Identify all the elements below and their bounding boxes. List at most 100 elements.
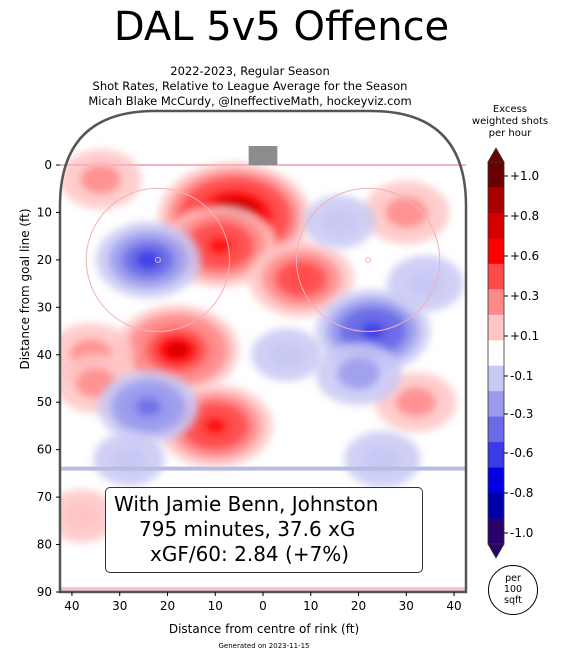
colorbar-swatch <box>488 391 504 418</box>
y-tick-label: 30 <box>37 300 52 314</box>
faceoff-circle-right <box>295 187 441 333</box>
x-tick-label: 10 <box>303 599 318 613</box>
subtitle-credit: Micah Blake McCurdy, @IneffectiveMath, h… <box>88 94 412 108</box>
unit-badge: per 100 sqft <box>488 565 538 615</box>
y-tick-label: 60 <box>37 443 52 457</box>
unit-line: per <box>505 573 521 584</box>
x-tick-label: 40 <box>64 599 79 613</box>
hotspot <box>363 180 450 244</box>
hotspot <box>303 195 376 249</box>
y-tick-label: 0 <box>44 158 52 172</box>
hotspot-contour <box>288 269 315 289</box>
colorbar-swatch <box>488 442 504 469</box>
colorbar-tick-label: -0.1 <box>510 369 533 383</box>
hotspot-contour <box>63 502 100 530</box>
info-line-xgf: xGF/60: 2.84 (+7%) <box>150 542 350 566</box>
x-tick-label: 0 <box>259 599 267 613</box>
hotspot <box>95 221 201 299</box>
colorbar-swatch <box>488 518 504 545</box>
hotspot <box>60 149 142 210</box>
hotspot-contour <box>268 341 305 369</box>
hotspot <box>248 240 354 318</box>
colorbar-title-line: Excess <box>492 104 528 115</box>
heatmap-area <box>60 149 464 543</box>
y-tick-label: 70 <box>37 490 52 504</box>
hotspot <box>98 370 199 444</box>
colorbar-swatch <box>488 416 504 443</box>
y-tick-label: 90 <box>37 585 52 599</box>
goal-net <box>248 146 278 166</box>
colorbar-title-line: per hour <box>488 128 532 139</box>
info-line-players: With Jamie Benn, Johnston <box>114 492 379 516</box>
y-tick-label: 50 <box>37 395 52 409</box>
colorbar: +1.0 +0.8 +0.6 +0.3 +0.1 -0.1 -0.3 -0.6 -0.8 -1.0 <box>487 147 539 559</box>
faceoff-dot-left <box>154 256 161 263</box>
x-tick-label: 20 <box>351 599 366 613</box>
hotspot-contour <box>321 208 358 236</box>
hotspot-contour <box>384 196 428 229</box>
colorbar-swatch <box>488 238 504 265</box>
axes: 40 30 20 10 0 10 20 30 40 0 10 20 30 40 50 60 70 80 90 <box>37 158 462 613</box>
hotspot <box>60 489 118 543</box>
colorbar-tick-label: -0.8 <box>510 486 533 500</box>
hotspot-contour <box>395 387 437 418</box>
x-tick-label: 20 <box>160 599 175 613</box>
rink-boards <box>58 109 468 594</box>
hotspot <box>387 255 464 312</box>
colorbar-swatch <box>488 314 504 341</box>
hotspot <box>315 342 402 406</box>
colorbar-swatch <box>488 340 504 367</box>
hotspot-contour <box>166 342 188 358</box>
y-tick-label: 40 <box>37 348 52 362</box>
chart-title: DAL 5v5 Offence <box>113 4 450 50</box>
colorbar-tick-label: +1.0 <box>510 169 539 183</box>
colorbar-title: Excess weighted shots per hour <box>462 104 558 140</box>
info-box: With Jamie Benn, Johnston 795 minutes, 3… <box>105 487 423 573</box>
hotspot <box>93 432 166 486</box>
colorbar-tick-label: +0.8 <box>510 209 539 223</box>
y-tick-label: 10 <box>37 205 52 219</box>
subtitle-season: 2022-2023, Regular Season <box>170 64 330 78</box>
hotspot-contour <box>135 250 162 270</box>
x-tick-label: 40 <box>446 599 461 613</box>
subtitle-description: Shot Rates, Relative to League Average f… <box>92 79 408 93</box>
colorbar-swatch <box>488 162 504 188</box>
x-tick-label: 10 <box>208 599 223 613</box>
hotspot-contour <box>135 397 161 417</box>
colorbar-tick-label: +0.1 <box>510 329 539 343</box>
colorbar-swatch <box>488 467 504 494</box>
colorbar-arrow-bottom <box>487 543 505 559</box>
y-tick-label: 20 <box>37 253 52 267</box>
colorbar-title-line: weighted shots <box>471 116 549 127</box>
colorbar-tick-label: -0.3 <box>510 407 533 421</box>
hotspot-contour <box>203 417 227 435</box>
hotspot-contour <box>80 164 121 195</box>
hotspot-contour <box>111 445 148 473</box>
hotspot-contour <box>208 237 232 254</box>
colorbar-swatch <box>488 493 504 520</box>
x-tick-label: 30 <box>399 599 414 613</box>
faceoff-circle-left <box>85 187 231 333</box>
y-tick-label: 80 <box>37 538 52 552</box>
x-axis-label: Distance from centre of rink (ft) <box>168 622 360 636</box>
colorbar-tick-label: +0.3 <box>510 289 539 303</box>
rink-markings <box>58 109 468 594</box>
colorbar-swatch <box>488 212 504 239</box>
hotspot <box>344 430 421 488</box>
hotspot <box>251 328 323 382</box>
generated-date: Generated on 2023-11-15 <box>218 642 310 650</box>
y-axis-label: Distance from goal line (ft) <box>18 208 32 370</box>
colorbar-tick-label: +0.6 <box>510 249 539 263</box>
unit-line: 100 <box>503 584 523 595</box>
unit-line: sqft <box>504 595 522 606</box>
colorbar-swatch <box>488 263 504 290</box>
hotspot-contour <box>337 357 381 390</box>
colorbar-arrow-top <box>487 147 505 163</box>
colorbar-swatch <box>488 365 504 392</box>
info-line-minutes: 795 minutes, 37.6 xG <box>139 517 356 541</box>
colorbar-tick-label: -1.0 <box>510 526 533 540</box>
x-tick-label: 30 <box>112 599 127 613</box>
colorbar-tick-label: -0.6 <box>510 446 533 460</box>
hotspot-contour <box>363 445 402 474</box>
